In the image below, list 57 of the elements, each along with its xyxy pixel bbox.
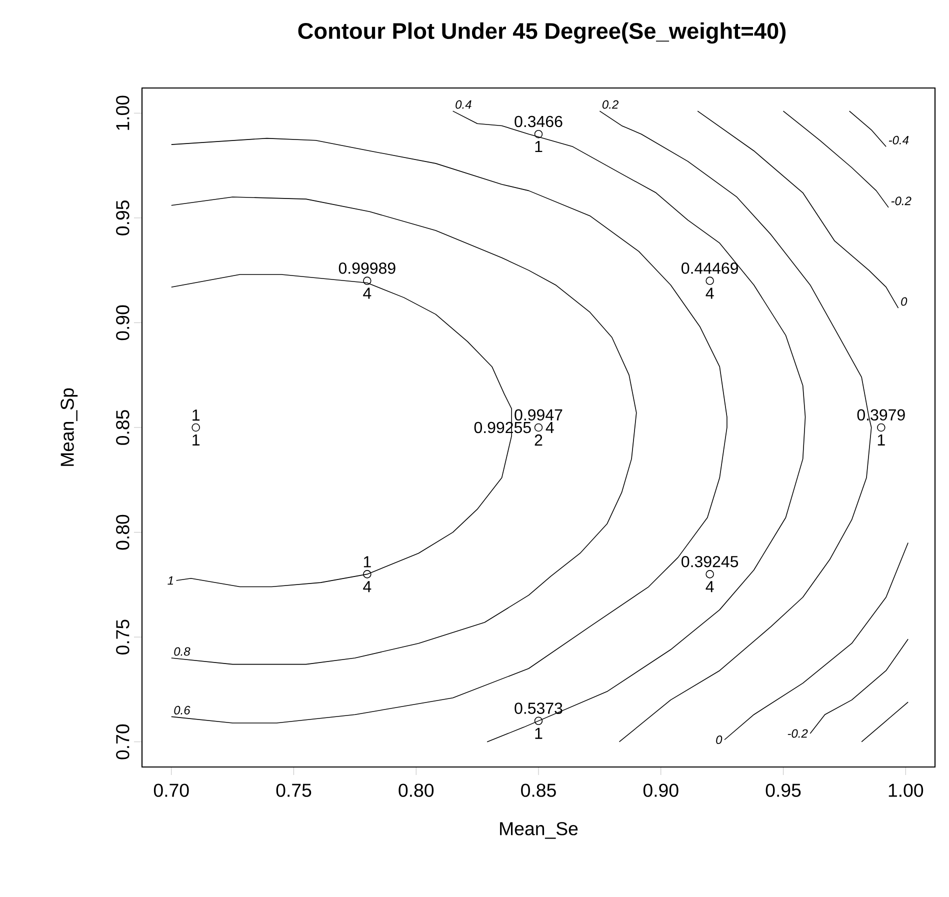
x-tick-label: 0.70 [154, 784, 189, 797]
annotation: 1 [878, 434, 885, 446]
point [534, 130, 543, 138]
y-tick-label: 0.90 [116, 305, 130, 340]
line-series [810, 638, 908, 734]
annotation: 2 [534, 434, 542, 446]
point [706, 276, 714, 285]
series-label: -0.2 [891, 196, 912, 206]
x-tick-label: 0.95 [766, 784, 801, 797]
annotation: 0.3466 [514, 116, 562, 128]
y-tick-label: 0.95 [116, 200, 130, 236]
annotation: 1 [535, 728, 542, 739]
annotation: 1 [535, 141, 542, 152]
y-tick-label: 0.85 [116, 410, 130, 445]
annotation: 4 [706, 288, 714, 299]
point [363, 276, 372, 285]
point [192, 423, 200, 432]
annotation: 1 [192, 410, 200, 421]
point [534, 716, 543, 726]
annotation: 0.44469 [682, 262, 738, 274]
annotation: 0.39245 [682, 556, 738, 568]
y-tick-label: 0.80 [116, 514, 130, 550]
annotation: 0.99989 [338, 262, 396, 274]
annotation: 4 [546, 422, 554, 433]
y-tick-label: 1.00 [116, 96, 130, 130]
annotation: 0.5373 [514, 702, 562, 714]
point [363, 570, 372, 578]
series-label: 0.6 [174, 706, 190, 714]
annotation: 4 [706, 581, 714, 592]
annotation: 4 [363, 581, 372, 592]
series-label: 0.8 [174, 647, 190, 656]
line-series [452, 110, 806, 742]
line-series [782, 110, 889, 208]
y-tick-label: 0.75 [116, 620, 130, 654]
series-label: -0.4 [888, 136, 909, 144]
x-tick-label: 0.90 [643, 784, 678, 797]
x-axis-title: Mean_Se [500, 822, 578, 839]
annotation: 1 [364, 556, 371, 568]
y-axis-title: Mean_Sp [60, 388, 78, 466]
annotation: 0.9947 [514, 409, 562, 421]
series-label: 0.4 [456, 100, 472, 109]
x-tick-label: 0.85 [521, 784, 556, 797]
annotation: 4 [363, 288, 372, 299]
point [534, 423, 543, 432]
series-label: 0 [716, 736, 722, 744]
x-tick-label: 1.00 [888, 784, 924, 797]
point [706, 570, 714, 578]
series-label: 1 [168, 576, 173, 585]
chart-title: Contour Plot Under 45 Degree(Se_weight=40) [298, 22, 786, 44]
series-label: -0.2 [788, 729, 808, 738]
series-label: 0.2 [602, 100, 618, 109]
y-tick-label: 0.70 [116, 724, 130, 760]
annotation: 1 [192, 434, 200, 446]
point [877, 423, 886, 432]
x-tick-label: 0.75 [276, 784, 312, 797]
series-label: 0 [901, 297, 908, 306]
x-tick-label: 0.80 [398, 784, 434, 797]
